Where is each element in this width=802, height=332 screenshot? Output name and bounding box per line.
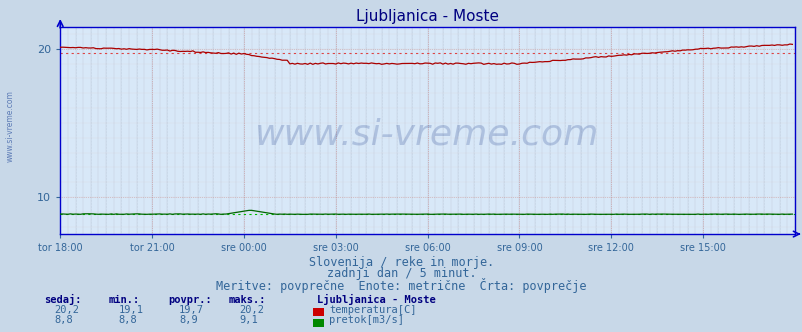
Text: sedaj:: sedaj: <box>44 294 82 305</box>
Text: 8,9: 8,9 <box>179 315 197 325</box>
Text: Slovenija / reke in morje.: Slovenija / reke in morje. <box>309 256 493 269</box>
Text: pretok[m3/s]: pretok[m3/s] <box>329 315 403 325</box>
Text: temperatura[C]: temperatura[C] <box>329 305 416 315</box>
Text: www.si-vreme.com: www.si-vreme.com <box>255 118 599 151</box>
Text: zadnji dan / 5 minut.: zadnji dan / 5 minut. <box>326 267 476 281</box>
Text: 20,2: 20,2 <box>239 305 264 315</box>
Text: 19,7: 19,7 <box>179 305 204 315</box>
Text: povpr.:: povpr.: <box>168 295 212 305</box>
Text: 9,1: 9,1 <box>239 315 257 325</box>
Title: Ljubljanica - Moste: Ljubljanica - Moste <box>355 9 499 24</box>
Text: Meritve: povprečne  Enote: metrične  Črta: povprečje: Meritve: povprečne Enote: metrične Črta:… <box>216 278 586 293</box>
Text: Ljubljanica - Moste: Ljubljanica - Moste <box>317 294 435 305</box>
Text: 8,8: 8,8 <box>55 315 73 325</box>
Text: 8,8: 8,8 <box>119 315 137 325</box>
Text: maks.:: maks.: <box>229 295 266 305</box>
Text: 19,1: 19,1 <box>119 305 144 315</box>
Text: 20,2: 20,2 <box>55 305 79 315</box>
Text: min.:: min.: <box>108 295 140 305</box>
Text: www.si-vreme.com: www.si-vreme.com <box>6 90 15 162</box>
